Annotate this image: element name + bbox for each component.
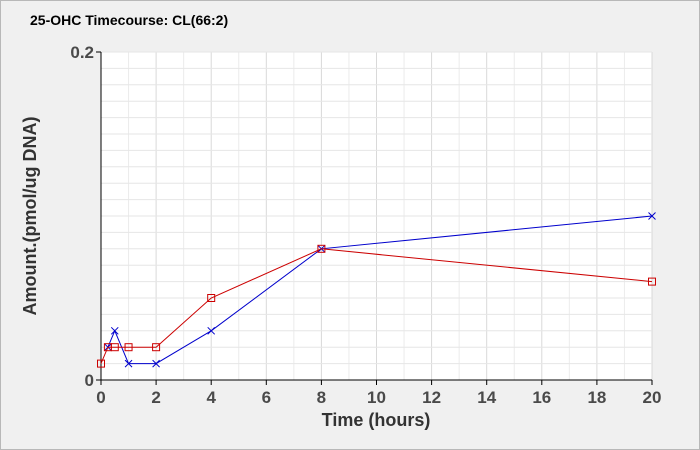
x-axis-title: Time (hours) bbox=[322, 410, 431, 430]
y-axis-title: Amount.(pmol/ug DNA) bbox=[20, 117, 40, 316]
data-point-square-marker bbox=[97, 359, 105, 368]
x-tick-label: 6 bbox=[262, 388, 271, 407]
tick-labels: 0 2 4 6 8 10 12 14 16 18 20 0 0.2 bbox=[70, 43, 661, 407]
x-tick-label: 0 bbox=[96, 388, 105, 407]
data-point-x-marker bbox=[152, 359, 160, 368]
x-tick-label: 14 bbox=[477, 388, 496, 407]
x-tick-label: 10 bbox=[367, 388, 386, 407]
data-point-square-marker bbox=[110, 343, 119, 352]
x-tick-label: 20 bbox=[643, 388, 662, 407]
data-point-square-marker bbox=[124, 343, 133, 352]
data-point-square-marker bbox=[648, 277, 656, 286]
series-line-2 bbox=[100, 248, 653, 364]
data-point-square-marker bbox=[317, 244, 326, 253]
data-point-x-marker bbox=[110, 326, 119, 335]
x-tick-label: 4 bbox=[206, 388, 216, 407]
x-tick-label: 2 bbox=[151, 388, 160, 407]
data-point-x-marker bbox=[124, 359, 133, 368]
series-layer bbox=[97, 212, 656, 368]
y-tick-label: 0.2 bbox=[70, 43, 94, 62]
x-tick-label: 16 bbox=[532, 388, 551, 407]
grid bbox=[100, 51, 653, 380]
data-point-x-marker bbox=[207, 326, 216, 335]
x-tick-label: 8 bbox=[317, 388, 326, 407]
y-tick-label: 0 bbox=[85, 371, 94, 390]
axes bbox=[96, 51, 653, 385]
x-tick-label: 12 bbox=[422, 388, 441, 407]
data-point-x-marker bbox=[648, 212, 656, 220]
chart-title: 25-OHC Timecourse: CL(66:2) bbox=[30, 12, 229, 28]
x-tick-label: 18 bbox=[587, 388, 606, 407]
data-point-square-marker bbox=[207, 294, 216, 302]
data-point-square-marker bbox=[152, 343, 161, 352]
